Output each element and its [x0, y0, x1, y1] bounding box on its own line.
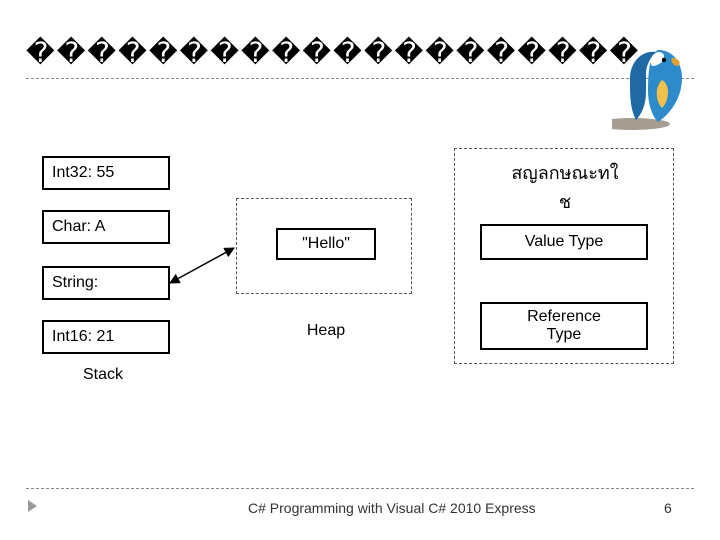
footer-caption: C# Programming with Visual C# 2010 Expre… [248, 500, 536, 516]
arrow-string-heap [170, 248, 234, 283]
canvas: �������������������� Int32: 55 Char: A S… [0, 0, 720, 540]
footer-rule [26, 488, 694, 489]
arrows-overlay [0, 0, 720, 540]
footer-marker-icon [28, 500, 37, 512]
footer-page-number: 6 [664, 500, 672, 516]
